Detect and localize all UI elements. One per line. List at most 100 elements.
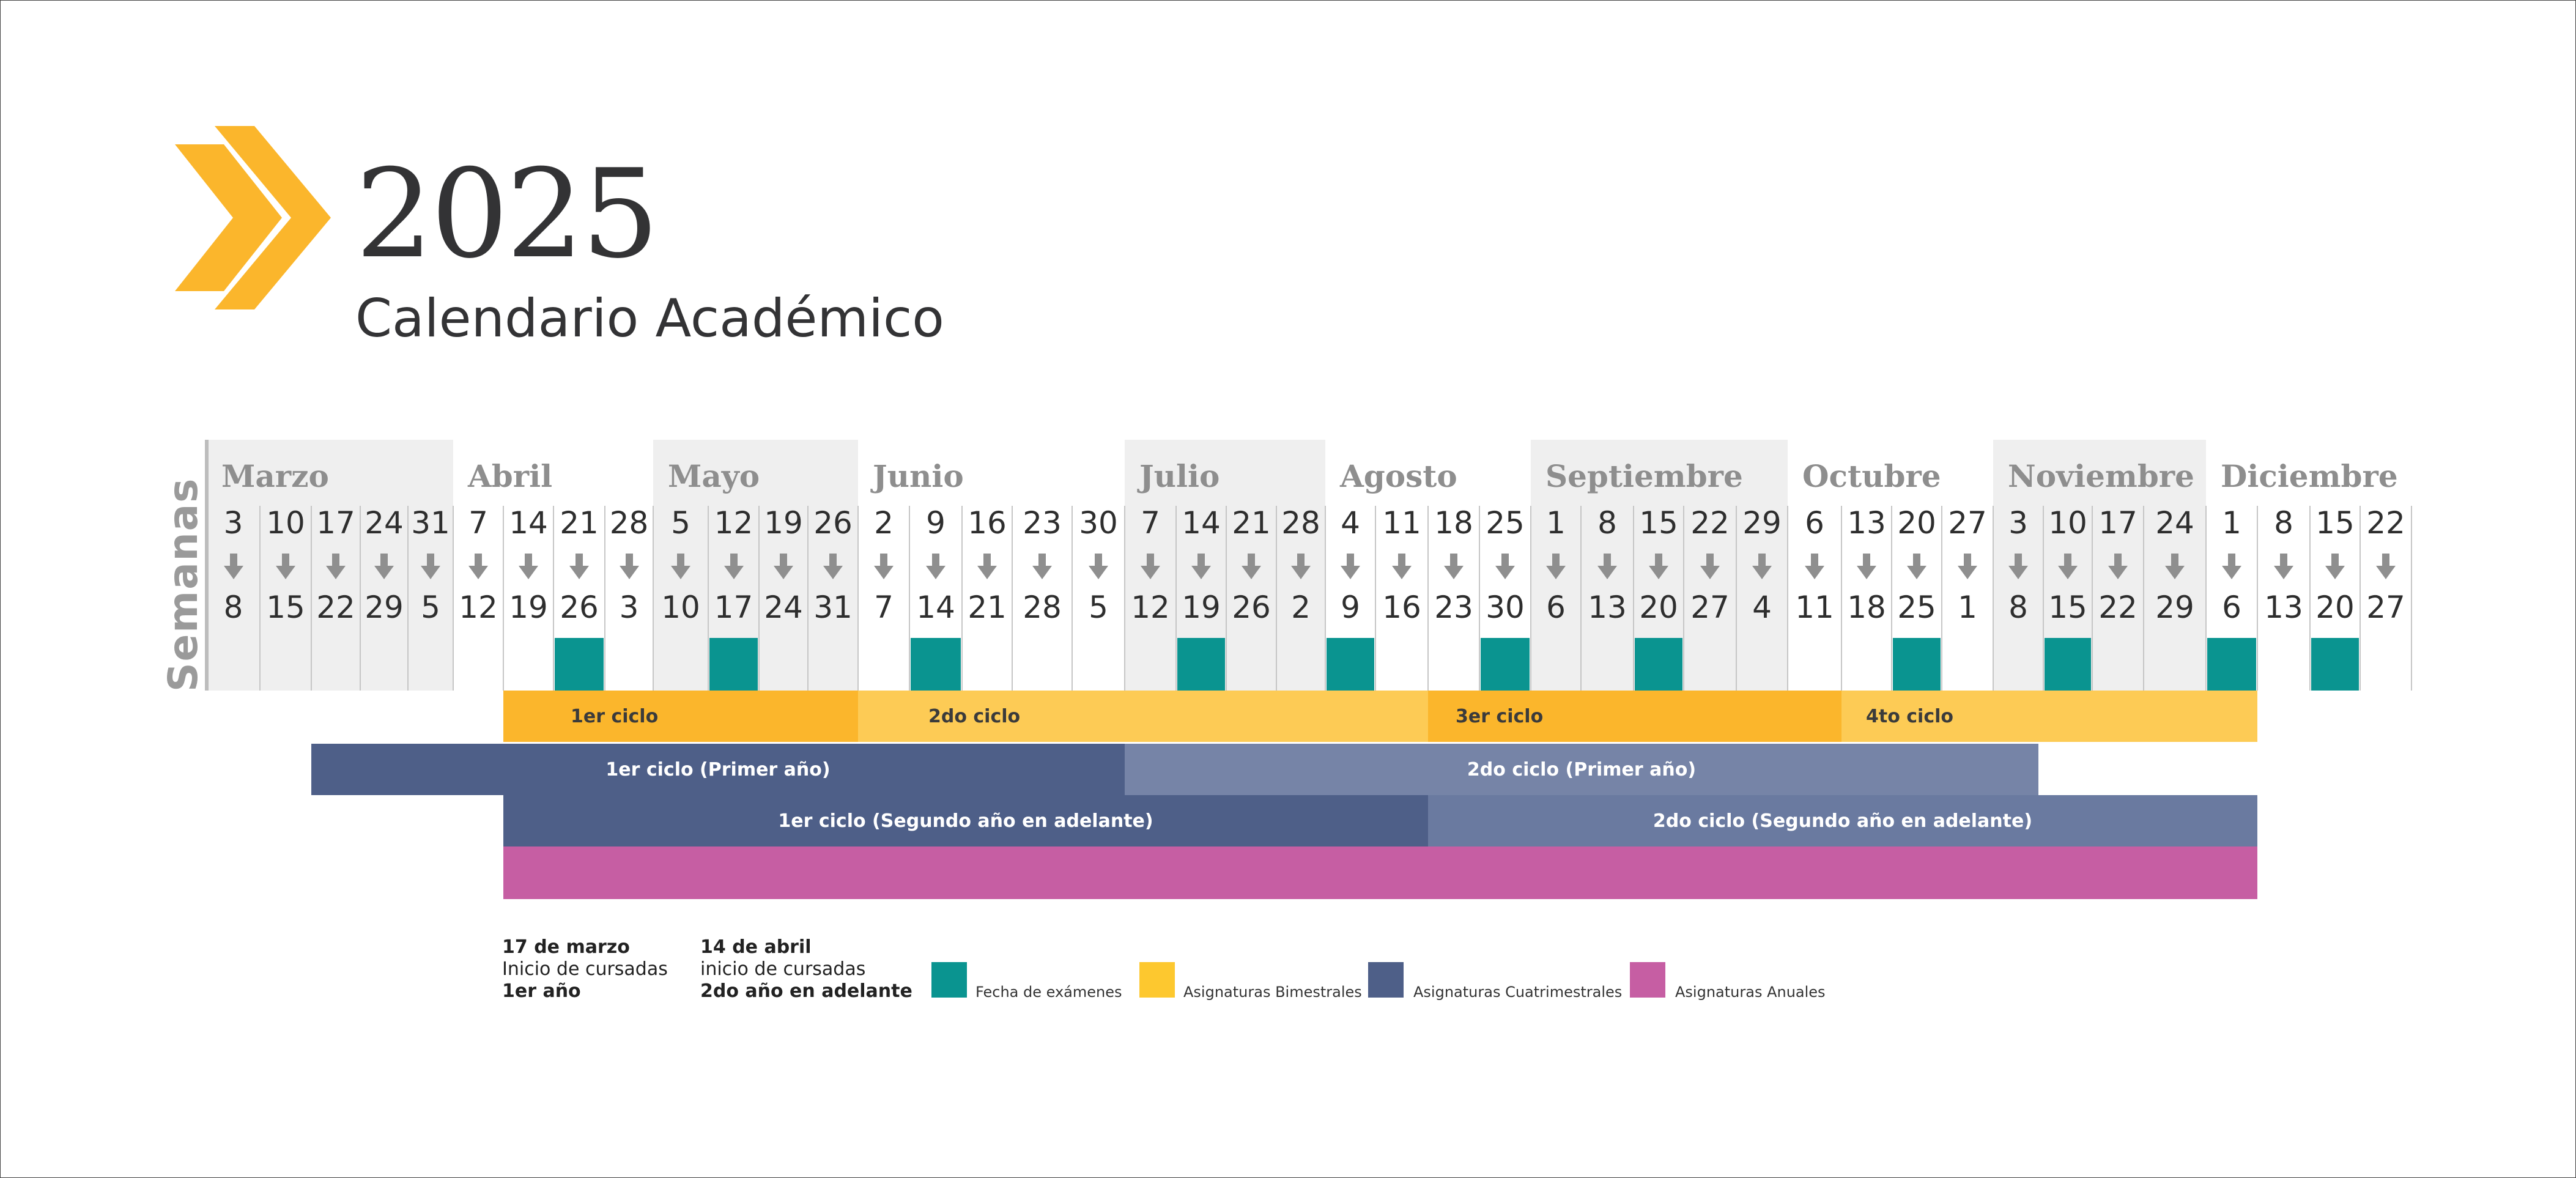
week-end-day: 27 [1690,590,1730,625]
cuatrimestral-primer-ano-label-2: 2do ciclo (Primer año) [1467,758,1697,780]
week-start-day: 13 [1847,505,1886,541]
week-divider [2092,506,2093,691]
arrow-down-icon [223,554,243,579]
chevron-logo-icon [175,126,331,309]
arrow-down-icon [1032,554,1052,579]
bimestral-bar-1: 1er ciclo [503,691,858,742]
week-start-day: 8 [1597,505,1617,541]
week-end-day: 25 [1897,590,1936,625]
legend-swatch-bimestral [1139,962,1175,998]
arrow-down-icon [1191,554,1211,579]
arrow-down-icon [1291,554,1311,579]
week-start-day: 24 [2155,505,2194,541]
exam-week-marker [555,638,604,691]
week-start-day: 23 [1023,505,1062,541]
arrow-down-icon [1089,554,1108,579]
week-end-day: 3 [619,590,639,625]
week-end-day: 2 [1291,590,1311,625]
bimestral-label-1: 1er ciclo [571,705,659,727]
week-divider [1276,506,1277,691]
arrow-down-icon [926,554,946,579]
arrow-down-icon [2008,554,2028,579]
week-end-day: 30 [1486,590,1525,625]
week-end-day: 23 [1434,590,1473,625]
week-end-day: 18 [1847,590,1886,625]
week-start-day: 1 [2222,505,2241,541]
exam-week-marker [911,638,961,691]
exam-week-marker [2311,638,2359,691]
week-divider [1841,506,1842,691]
week-divider [2257,506,2258,691]
week-start-day: 18 [1434,505,1473,541]
week-divider [1375,506,1376,691]
week-divider [453,506,454,691]
week-divider [205,440,209,691]
week-end-day: 6 [1546,590,1566,625]
arrow-down-icon [1392,554,1412,579]
exam-week-marker [2207,638,2256,691]
exam-week-marker [1893,638,1941,691]
week-end-day: 29 [2155,590,2194,625]
legend-swatch-exams [931,962,967,998]
week-start-day: 5 [671,505,690,541]
cuatrimestral-primer-ano-bar-2: 2do ciclo (Primer año) [1125,744,2038,795]
month-label: Mayo [668,458,760,494]
arrow-down-icon [2274,554,2293,579]
week-end-day: 7 [874,590,894,625]
week-start-day: 1 [1546,505,1566,541]
week-start-day: 6 [1805,505,1824,541]
arrow-down-icon [374,554,394,579]
arrow-down-icon [874,554,894,579]
cuatrimestral-primer-ano-label-1: 1er ciclo (Primer año) [605,758,831,780]
month-label: Septiembre [1545,458,1743,494]
week-divider [1683,506,1684,691]
week-divider [961,506,963,691]
week-end-day: 11 [1795,590,1834,625]
legend-label-bimestral: Asignaturas Bimestrales [1183,984,1362,1001]
note-segundo-ano-group: 2do año en adelante [700,980,912,1002]
week-end-day: 15 [2048,590,2087,625]
month-label: Diciembre [2221,458,2398,494]
week-start-day: 4 [1341,505,1360,541]
week-start-day: 15 [2315,505,2355,541]
week-start-day: 17 [2098,505,2137,541]
week-divider [259,506,261,691]
month-label: Octubre [1802,458,1941,494]
week-start-day: 24 [365,505,404,541]
arrow-down-icon [1649,554,1668,579]
exam-week-marker [1327,638,1374,691]
week-end-day: 24 [764,590,803,625]
bimestral-label-2: 2do ciclo [928,705,1021,727]
week-end-day: 17 [714,590,753,625]
week-end-day: 9 [1341,590,1360,625]
week-divider [2411,506,2412,691]
week-divider [909,506,910,691]
week-start-day: 14 [1182,505,1221,541]
week-start-day: 27 [1948,505,1987,541]
week-start-day: 10 [2048,505,2087,541]
arrow-down-icon [724,554,744,579]
week-start-day: 17 [316,505,355,541]
arrow-down-icon [1495,554,1515,579]
week-start-day: 22 [2366,505,2405,541]
week-start-day: 28 [1281,505,1320,541]
arrow-down-icon [2325,554,2345,579]
note-primer-ano-group: 1er año [502,980,581,1002]
week-divider [553,506,554,691]
week-start-day: 29 [1742,505,1782,541]
week-end-day: 27 [2366,590,2405,625]
arrow-down-icon [1907,554,1926,579]
bimestral-label-4: 4to ciclo [1866,705,1954,727]
exam-week-marker [1177,638,1225,691]
week-divider [503,506,504,691]
arrow-down-icon [2058,554,2078,579]
week-divider [1891,506,1892,691]
note-segundo-ano-text: inicio de cursadas [700,958,866,980]
week-end-day: 14 [916,590,955,625]
week-divider [2309,506,2311,691]
arrow-down-icon [1341,554,1360,579]
month-band [1993,440,2206,691]
week-start-day: 25 [1486,505,1525,541]
week-end-day: 13 [2264,590,2303,625]
